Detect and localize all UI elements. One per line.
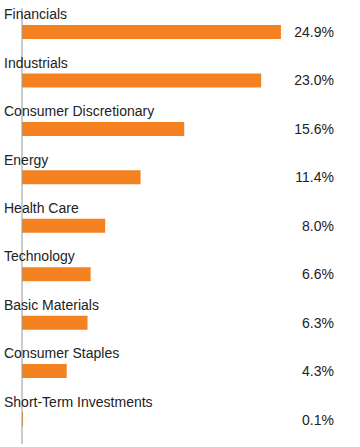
- svg-text:Basic Materials: Basic Materials: [8, 297, 99, 313]
- svg-text:0.1%: 0.1%: [302, 412, 334, 428]
- svg-text:6.3%: 6.3%: [302, 315, 334, 331]
- svg-text:Consumer Discretionary: Consumer Discretionary: [8, 103, 154, 119]
- svg-text:4.3%: 4.3%: [302, 363, 334, 379]
- svg-text:Technology: Technology: [8, 248, 75, 264]
- svg-text:24.9%: 24.9%: [294, 24, 334, 40]
- svg-text:Energy: Energy: [8, 152, 48, 168]
- svg-text:8.0%: 8.0%: [302, 218, 334, 234]
- svg-text:23.0%: 23.0%: [294, 72, 334, 88]
- svg-text:11.4%: 11.4%: [295, 169, 334, 185]
- svg-text:15.6%: 15.6%: [294, 121, 334, 137]
- svg-text:Financials: Financials: [8, 6, 67, 22]
- svg-text:Consumer Staples: Consumer Staples: [8, 345, 119, 361]
- svg-text:Health Care: Health Care: [8, 200, 79, 216]
- svg-text:Short-Term Investments: Short-Term Investments: [8, 394, 153, 410]
- svg-text:6.6%: 6.6%: [302, 266, 334, 282]
- svg-text:Industrials: Industrials: [8, 55, 68, 71]
